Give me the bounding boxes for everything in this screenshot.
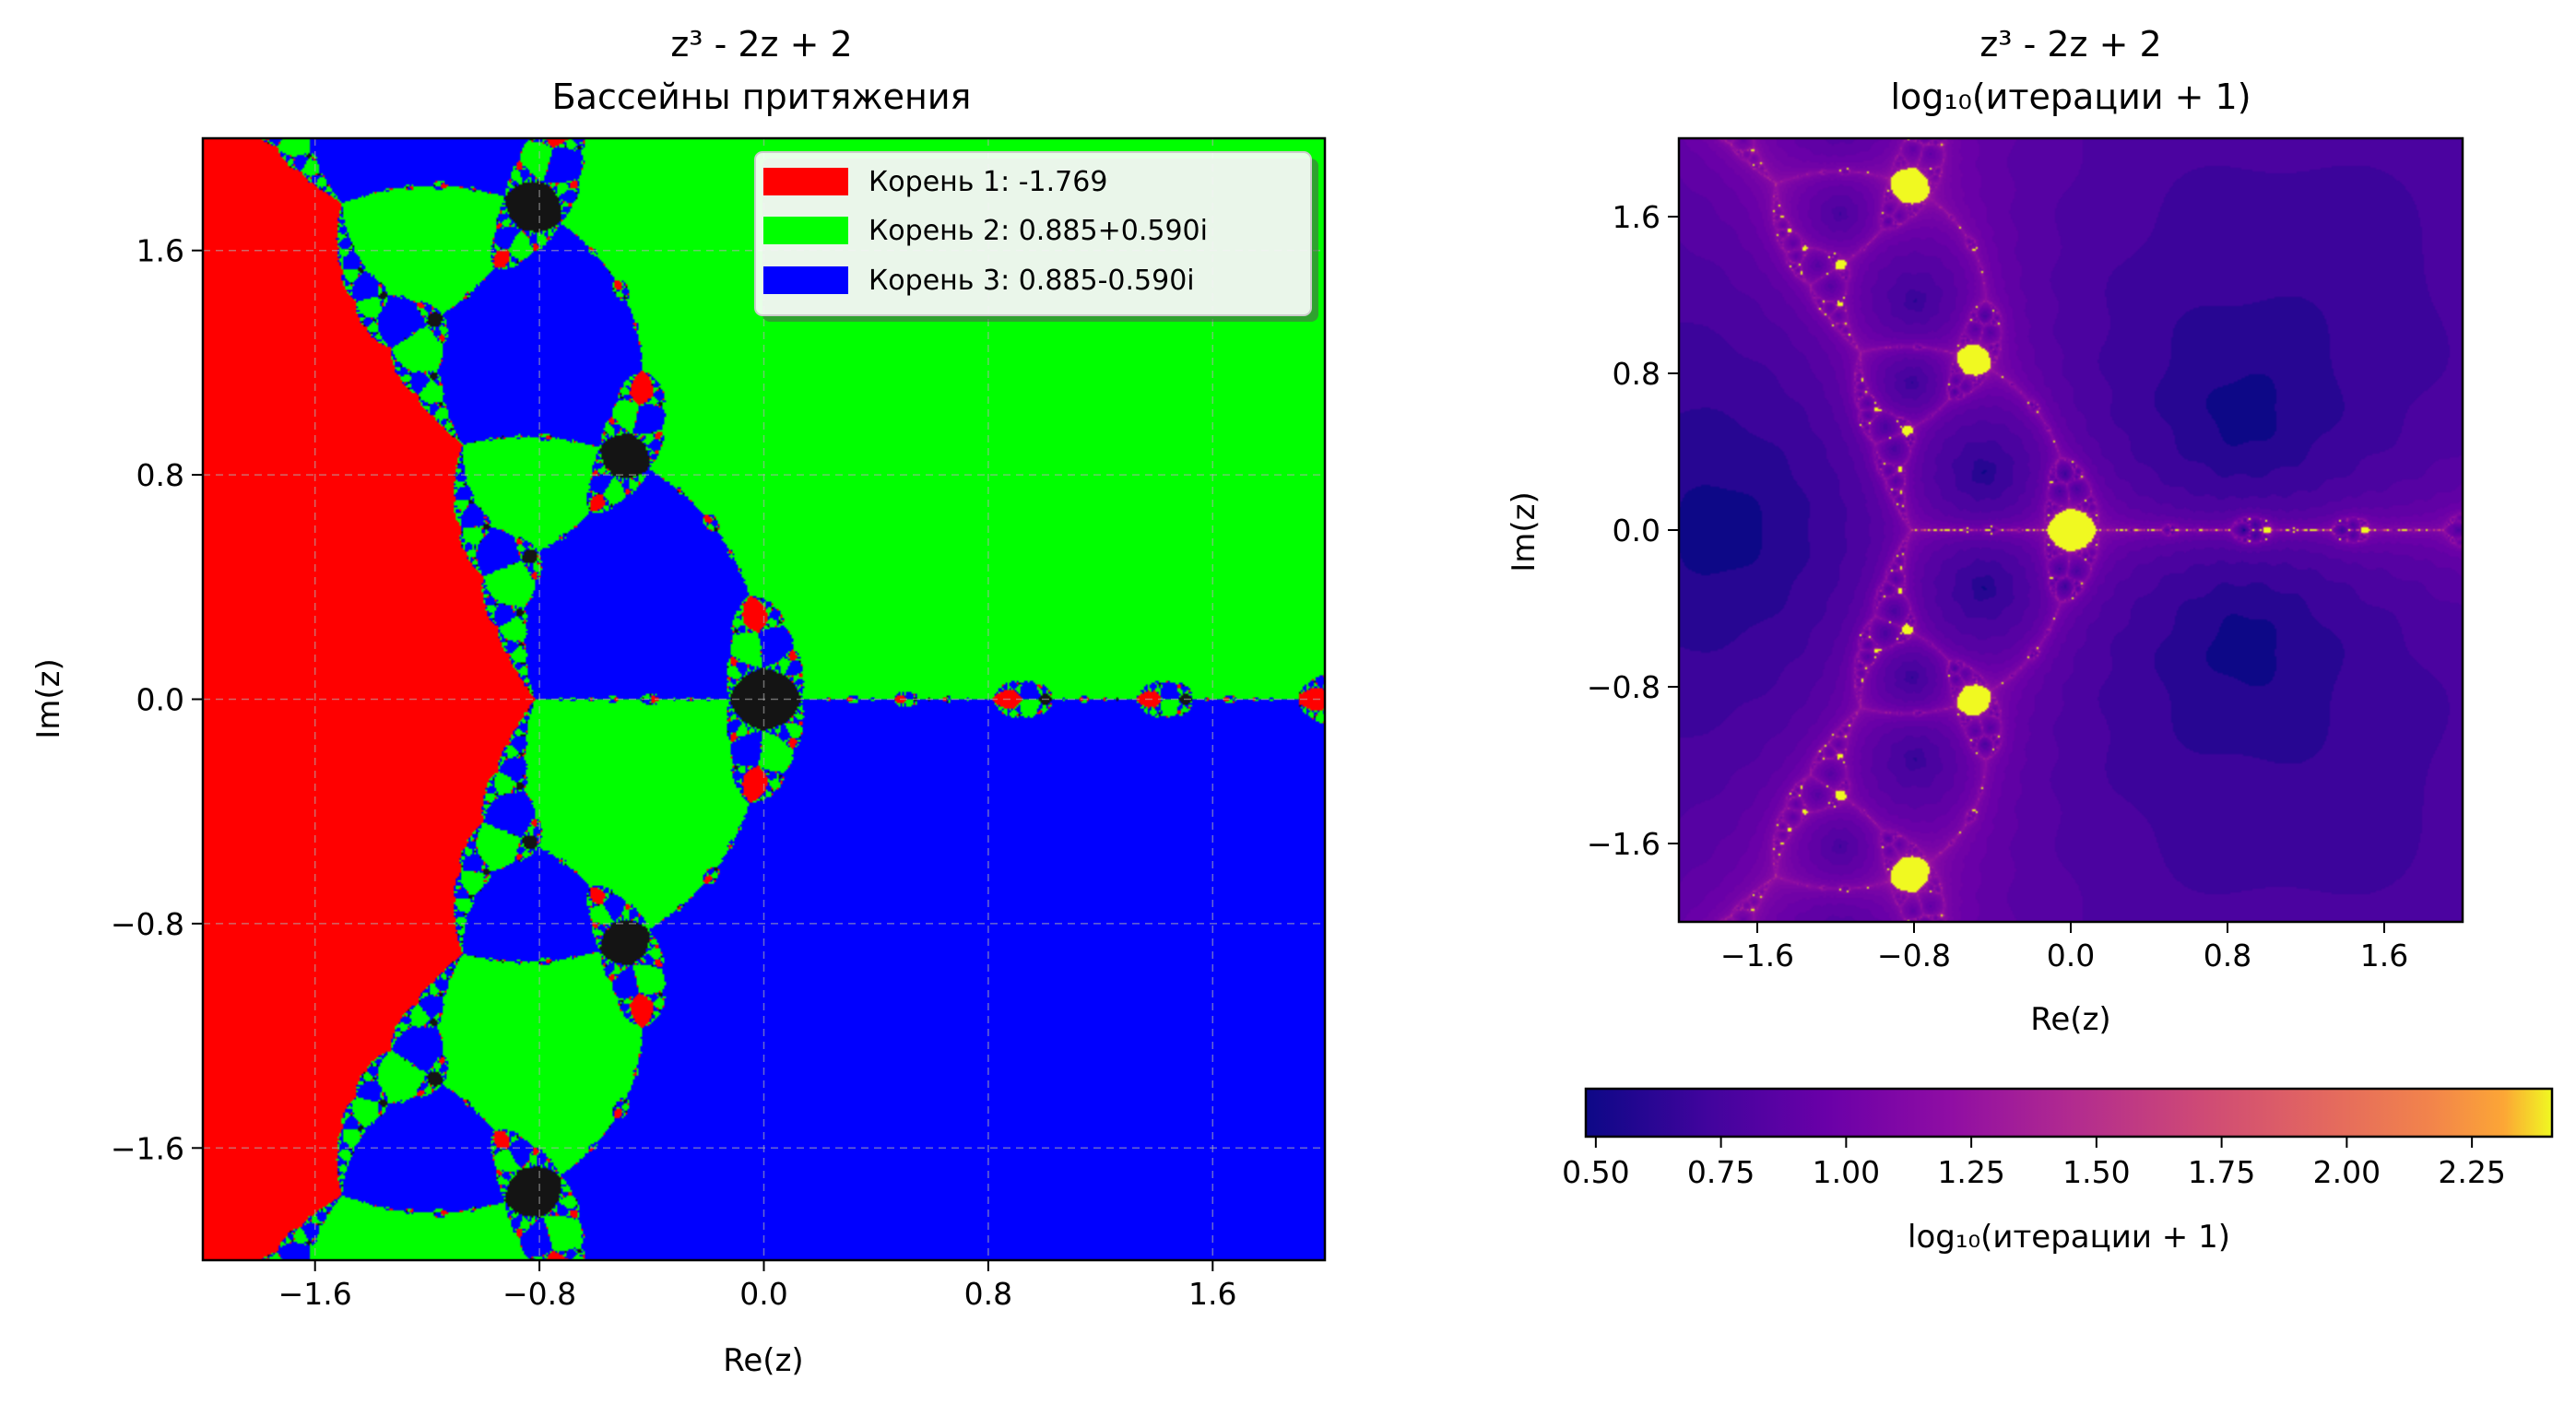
colorbar: 0.50 0.75 1.00 1.25 1.50 1.75 2.00 2.25 log₁₀(и… [1562, 1087, 2554, 1256]
left-title-line1: z³ - 2z + 2 [670, 24, 852, 65]
colorbar-tick-label: 2.00 [2313, 1154, 2381, 1190]
colorbar-ticks: 0.50 0.75 1.00 1.25 1.50 1.75 2.00 2.25 [1562, 1137, 2506, 1190]
basins-chart: z³ - 2z + 2 Бассейны притяжения −1.6 −0.8… [30, 24, 1327, 1379]
legend-label-root-3: Корень 3: 0.885-0.590i [869, 265, 1195, 297]
right-title-line1: z³ - 2z + 2 [1979, 24, 2161, 65]
colorbar-tick-label: 0.75 [1687, 1154, 1755, 1190]
y-tick-label: −1.6 [1587, 826, 1660, 862]
x-tick-label: 0.8 [964, 1276, 1012, 1312]
y-tick-label: 0.8 [1613, 356, 1660, 392]
legend-label-root-1: Корень 1: -1.769 [869, 166, 1107, 198]
colorbar-tick-label: 2.25 [2438, 1154, 2505, 1190]
legend-box [754, 151, 1312, 316]
colorbar-gradient [1584, 1087, 2554, 1139]
x-tick-label: 0.0 [739, 1276, 787, 1312]
colorbar-tick-label: 1.50 [2062, 1154, 2130, 1190]
x-tick-label: −0.8 [1877, 938, 1951, 973]
legend-swatch-root-3 [763, 266, 848, 294]
y-tick-label: −0.8 [1587, 669, 1660, 705]
legend-swatch-root-2 [763, 217, 848, 244]
x-tick-label: 1.6 [2360, 938, 2408, 973]
x-tick-label: 1.6 [1188, 1276, 1236, 1312]
y-tick-label: −0.8 [111, 906, 184, 942]
colorbar-tick-label: 1.00 [1813, 1154, 1880, 1190]
x-tick-label: 0.0 [2047, 938, 2095, 973]
right-x-axis-label: Re(z) [2030, 1001, 2110, 1038]
iterations-image-frame [1679, 138, 2463, 922]
legend-label-root-2: Корень 2: 0.885+0.590i [869, 215, 1208, 247]
legend-swatch-root-1 [763, 168, 848, 195]
right-ticks: −1.6 −0.8 0.0 0.8 1.6 −1.6 −0.8 0.0 0.8 1.6 [1587, 199, 2408, 973]
y-tick-label: −1.6 [111, 1130, 184, 1166]
left-x-axis-label: Re(z) [723, 1342, 803, 1379]
left-ticks: −1.6 −0.8 0.0 0.8 1.6 −1.6 −0.8 0.0 0.8 1.6 [111, 233, 1237, 1312]
right-title-line2: log₁₀(итерации + 1) [1890, 77, 2251, 117]
y-tick-label: 0.0 [1613, 513, 1660, 549]
colorbar-tick-label: 1.75 [2188, 1154, 2255, 1190]
iterations-image [1679, 138, 2463, 922]
left-y-axis-label: Im(z) [30, 658, 67, 739]
y-tick-label: 1.6 [136, 233, 184, 269]
y-tick-label: 1.6 [1613, 199, 1660, 235]
x-tick-label: 0.8 [2204, 938, 2251, 973]
iterations-chart: z³ - 2z + 2 log₁₀(итерации + 1) −1.6 −0.8… [1506, 24, 2554, 1256]
x-tick-label: −0.8 [502, 1276, 576, 1312]
y-tick-label: 0.8 [136, 457, 184, 493]
x-tick-label: −1.6 [1720, 938, 1794, 973]
legend: Корень 1: -1.769 Корень 2: 0.885+0.590i … [754, 151, 1318, 322]
colorbar-tick-label: 1.25 [1937, 1154, 2004, 1190]
right-y-axis-label: Im(z) [1506, 491, 1542, 572]
y-tick-label: 0.0 [136, 682, 184, 718]
x-tick-label: −1.6 [278, 1276, 352, 1312]
left-title-line2: Бассейны притяжения [552, 77, 972, 117]
colorbar-tick-label: 0.50 [1562, 1154, 1629, 1190]
colorbar-label: log₁₀(итерации + 1) [1908, 1219, 2230, 1256]
